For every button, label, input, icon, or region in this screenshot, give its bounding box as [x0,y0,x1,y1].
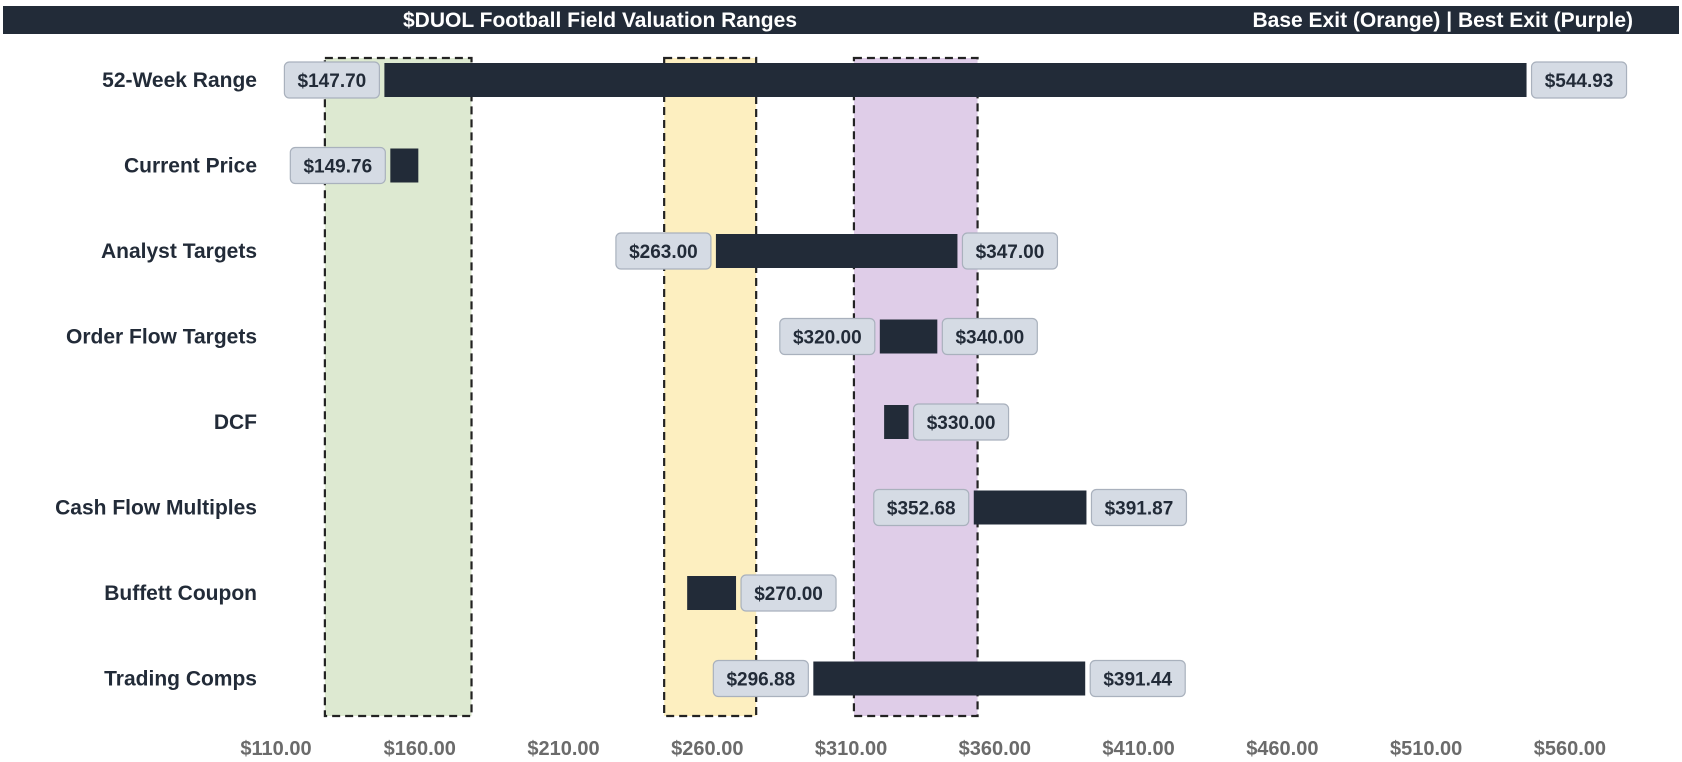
value-label-left-order-flow-targets: $320.00 [793,328,862,349]
x-tick-label: $210.00 [527,738,599,760]
bar-analyst-targets [715,234,958,268]
value-box-left-cash-flow-multiples [873,488,970,527]
category-label-buffett-coupon: Buffett Coupon [104,582,257,605]
value-label-right-cash-flow-multiples: $391.87 [1105,499,1174,520]
x-tick-label: $260.00 [671,738,743,760]
x-tick-label: $360.00 [959,738,1031,760]
value-box-left-current-price [289,146,386,185]
x-tick-label: $560.00 [1534,738,1606,760]
bar-trading-comps [813,661,1086,696]
value-label-left-trading-comps: $296.88 [726,670,795,691]
category-label-dcf: DCF [214,411,257,434]
x-tick-label: $160.00 [384,738,456,760]
bar-cash-flow-multiples [973,490,1087,525]
value-label-right-analyst-targets: $347.00 [976,242,1045,263]
value-label-right-52-week-range: $544.93 [1545,71,1614,92]
value-label-right-trading-comps: $391.44 [1103,670,1172,691]
value-box-left-trading-comps [712,659,809,698]
category-label-trading-comps: Trading Comps [104,668,257,691]
category-label-cash-flow-multiples: Cash Flow Multiples [55,497,257,520]
value-box-right-cash-flow-multiples [1090,488,1188,527]
value-box-right-buffett-coupon [740,574,837,612]
zone-purple [852,56,979,718]
value-box-right-order-flow-targets [941,317,1038,356]
value-box-right-dcf [912,403,1010,441]
value-label-right-order-flow-targets: $340.00 [955,328,1024,349]
x-tick-label: $410.00 [1102,738,1174,760]
value-label-right-dcf: $330.00 [927,413,996,434]
chart-title: $DUOL Football Field Valuation Ranges [403,9,797,32]
value-box-right-analyst-targets [961,232,1059,270]
zone-orange [663,56,758,718]
bar-buffett-coupon [687,576,737,610]
bar-52-week-range [384,63,1527,97]
category-label-order-flow-targets: Order Flow Targets [66,326,257,349]
category-label-current-price: Current Price [124,155,257,178]
value-box-left-analyst-targets [615,232,712,270]
x-tick-label: $460.00 [1246,738,1318,760]
value-box-right-trading-comps [1089,659,1186,698]
value-box-left-52-week-range [283,61,380,99]
exit-legend-note: Base Exit (Orange) | Best Exit (Purple) [1252,9,1633,32]
bar-dcf [884,405,909,439]
x-tick-label: $510.00 [1390,738,1462,760]
x-tick-label: $110.00 [240,738,311,760]
value-label-right-buffett-coupon: $270.00 [754,584,823,605]
bar-order-flow-targets [879,319,938,354]
value-label-left-cash-flow-multiples: $352.68 [887,499,956,520]
bar-current-price [390,148,419,183]
value-label-left-analyst-targets: $263.00 [629,242,698,263]
value-box-left-order-flow-targets [779,317,876,356]
value-label-left-52-week-range: $147.70 [298,71,367,92]
category-label-analyst-targets: Analyst Targets [101,240,257,263]
value-label-left-current-price: $149.76 [303,157,372,178]
x-tick-label: $310.00 [815,738,887,760]
category-label-52-week-range: 52-Week Range [102,69,257,92]
value-box-right-52-week-range [1530,61,1628,99]
chart-title-bar: $DUOL Football Field Valuation Ranges Ba… [3,6,1679,34]
